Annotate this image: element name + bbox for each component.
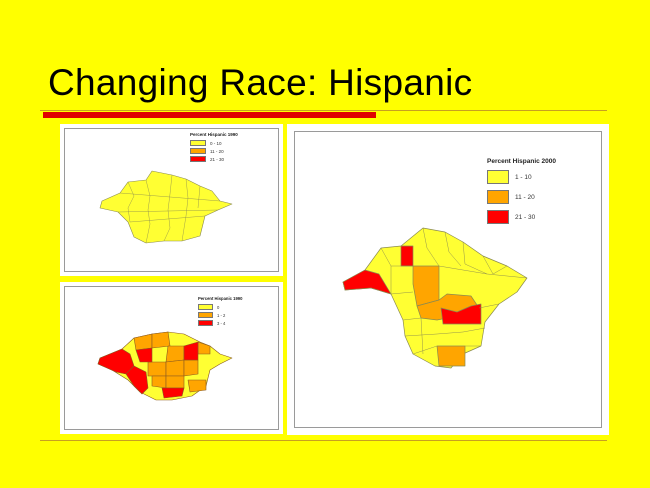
legend: Percent Hispanic 2000 1 - 10 11 - 20 21 … xyxy=(487,158,556,224)
legend-item: 0 - 10 xyxy=(190,140,238,146)
title-rule-thin xyxy=(40,110,607,111)
legend: Percent Hispanic 1990 0 - 10 11 - 20 21 … xyxy=(190,132,238,162)
map-panel-1990-top: Percent Hispanic 1990 0 - 10 11 - 20 21 … xyxy=(60,124,283,276)
legend-label: 1 - 2 xyxy=(217,312,226,318)
legend-item: 1 - 10 xyxy=(487,170,556,184)
tract-mid xyxy=(187,379,207,393)
tract-mid xyxy=(183,359,199,377)
tract-outline xyxy=(99,170,233,244)
legend-swatch-low xyxy=(190,140,206,146)
legend-label: 11 - 20 xyxy=(210,148,224,154)
tract-mid xyxy=(165,375,185,389)
tract-mid xyxy=(151,375,167,389)
legend-item: 21 - 30 xyxy=(487,210,556,224)
legend-item: 3 - 4 xyxy=(198,320,242,326)
legend-label: 21 - 30 xyxy=(515,213,536,221)
map-2000 xyxy=(342,227,528,369)
legend-label: 0 - 10 xyxy=(210,140,222,146)
legend-title: Percent Hispanic 1990 xyxy=(198,296,243,301)
legend-swatch-mid xyxy=(190,148,206,154)
legend-swatch-high xyxy=(190,156,206,162)
tract-high xyxy=(161,387,185,399)
tract-mid xyxy=(412,265,440,307)
map-frame xyxy=(64,128,279,272)
legend-swatch-mid xyxy=(487,190,509,204)
tract-mid xyxy=(197,341,211,355)
tract-mid xyxy=(165,359,185,377)
legend: Percent Hispanic 1990 0 1 - 2 3 - 4 xyxy=(198,296,242,326)
tract-mid xyxy=(147,361,167,377)
legend-swatch-high xyxy=(487,210,509,224)
tract-high xyxy=(400,245,414,267)
legend-label: 0 xyxy=(217,304,220,310)
legend-item: 11 - 20 xyxy=(487,190,556,204)
legend-item: 0 xyxy=(198,304,242,310)
title-rule-accent xyxy=(43,112,376,118)
legend-label: 11 - 20 xyxy=(515,193,535,201)
tract-mid xyxy=(436,345,466,367)
legend-swatch-low xyxy=(487,170,509,184)
tract-high xyxy=(440,303,482,325)
map-panel-2000: Percent Hispanic 2000 1 - 10 11 - 20 21 … xyxy=(287,124,609,435)
legend-swatch-high xyxy=(198,320,213,326)
tract-high xyxy=(135,347,153,363)
legend-label: 1 - 10 xyxy=(515,173,532,181)
legend-label: 3 - 4 xyxy=(217,320,226,326)
map-frame xyxy=(64,286,279,430)
legend-label: 21 - 30 xyxy=(210,156,225,162)
tract-mid xyxy=(151,331,171,349)
map-1990-top xyxy=(99,170,233,244)
tract-high xyxy=(183,341,199,361)
legend-item: 21 - 30 xyxy=(190,156,238,162)
tract-mid xyxy=(165,345,185,363)
tract-high xyxy=(125,365,149,395)
slide-title: Changing Race: Hispanic xyxy=(48,62,473,103)
legend-swatch-mid xyxy=(198,312,213,318)
legend-title: Percent Hispanic 1990 xyxy=(190,132,238,137)
map-panel-1990-bottom: Percent Hispanic 1990 0 1 - 2 3 - 4 xyxy=(60,282,283,434)
map-1990-bottom xyxy=(97,331,233,401)
tract-mid xyxy=(133,333,153,351)
legend-item: 1 - 2 xyxy=(198,312,242,318)
map-frame xyxy=(294,131,602,428)
legend-item: 11 - 20 xyxy=(190,148,238,154)
legend-title: Percent Hispanic 2000 xyxy=(487,158,557,165)
legend-swatch-low xyxy=(198,304,213,310)
footer-rule xyxy=(40,440,607,441)
